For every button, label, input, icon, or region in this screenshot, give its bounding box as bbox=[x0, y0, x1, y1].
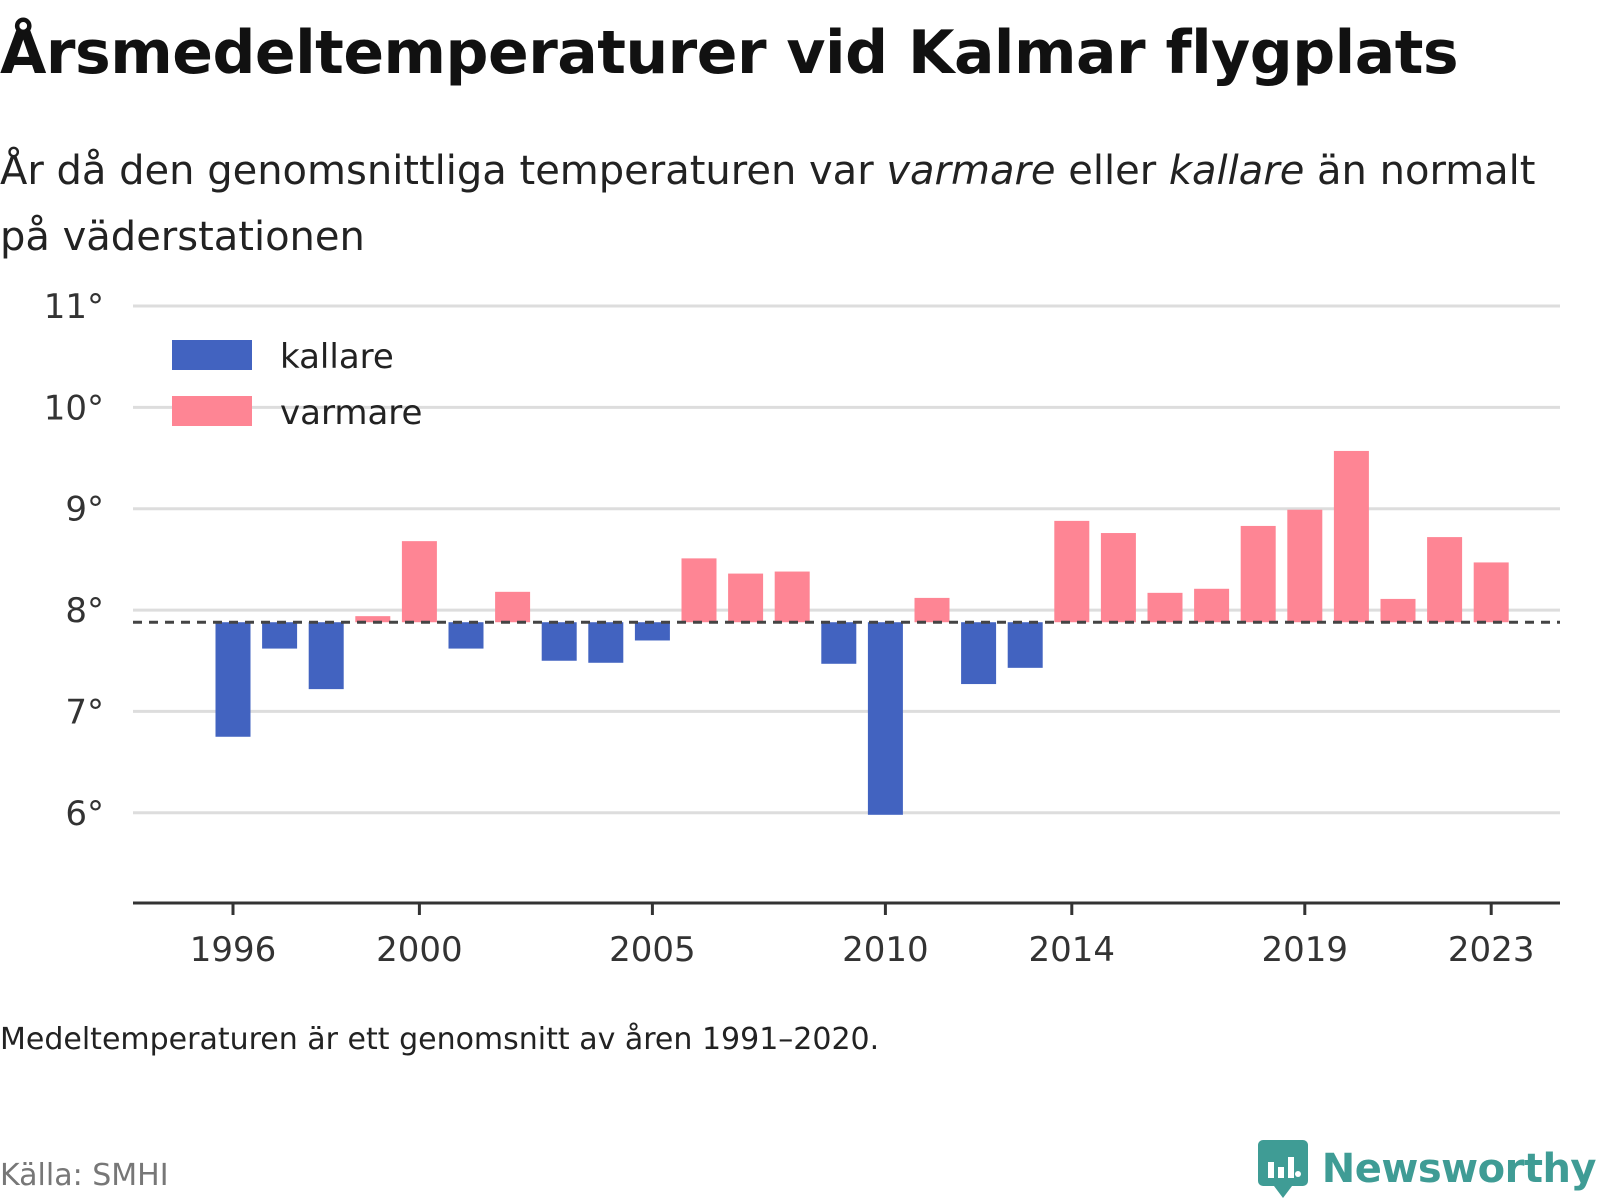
bar-2017 bbox=[1194, 588, 1230, 623]
x-tick-label: 2019 bbox=[1262, 930, 1349, 970]
x-tick-label: 2000 bbox=[376, 930, 463, 970]
x-tick-label: 1996 bbox=[190, 930, 277, 970]
bar-2010 bbox=[867, 622, 903, 815]
bar-2015 bbox=[1100, 533, 1136, 623]
bar-2003 bbox=[541, 622, 577, 661]
newsworthy-logo-icon bbox=[1257, 1140, 1308, 1198]
footnote: Medeltemperaturen är ett genomsnitt av å… bbox=[0, 1022, 880, 1057]
bar-1998 bbox=[308, 622, 344, 690]
bar-2007 bbox=[728, 573, 764, 623]
bar-2011 bbox=[914, 597, 950, 623]
bar-2019 bbox=[1287, 509, 1323, 623]
legend: kallare varmare bbox=[172, 337, 422, 433]
bar-2014 bbox=[1054, 520, 1090, 623]
x-tick-label: 2005 bbox=[609, 930, 696, 970]
subtitle-text-1: År då den genomsnittliga temperaturen va… bbox=[0, 148, 887, 194]
bar-2006 bbox=[681, 558, 717, 623]
bar-2013 bbox=[1007, 622, 1043, 668]
bar-2001 bbox=[448, 622, 484, 649]
bar-1997 bbox=[262, 622, 298, 649]
bar-2020 bbox=[1333, 450, 1369, 623]
subtitle-warmer: varmare bbox=[886, 148, 1056, 194]
bar-2009 bbox=[821, 622, 857, 664]
bar-2022 bbox=[1427, 537, 1463, 623]
legend-label-kallare: kallare bbox=[280, 337, 394, 377]
legend-swatch-kallare bbox=[172, 340, 252, 370]
bar-2008 bbox=[774, 571, 810, 623]
y-tick-label: 10° bbox=[44, 388, 104, 428]
y-tick-label: 11° bbox=[44, 287, 104, 327]
bar-2002 bbox=[495, 591, 531, 623]
bar-1999 bbox=[355, 616, 391, 623]
x-tick-label: 2023 bbox=[1448, 930, 1535, 970]
x-tick-label: 2010 bbox=[842, 930, 929, 970]
legend-label-varmare: varmare bbox=[280, 393, 422, 433]
y-tick-label: 9° bbox=[65, 490, 104, 530]
x-tick-label: 2014 bbox=[1029, 930, 1116, 970]
page-subtitle: År då den genomsnittliga temperaturen va… bbox=[0, 138, 1560, 270]
brand-name: Newsworthy bbox=[1321, 1146, 1597, 1192]
bar-2004 bbox=[588, 622, 624, 663]
bars bbox=[215, 450, 1509, 815]
y-tick-label: 7° bbox=[65, 692, 104, 732]
temperature-bar-chart: 6° 7° 8° 9° 10° 11° 1996 2000 2005 2010 2014 2019 2… bbox=[44, 287, 1560, 970]
bar-2005 bbox=[634, 622, 670, 641]
subtitle-colder: kallare bbox=[1168, 148, 1305, 194]
bar-2023 bbox=[1473, 562, 1509, 623]
page-title: Årsmedeltemperaturer vid Kalmar flygplat… bbox=[0, 18, 1459, 88]
bar-2018 bbox=[1240, 525, 1276, 623]
x-axis: 1996 2000 2005 2010 2014 2019 2023 bbox=[133, 901, 1560, 970]
y-axis-tick-labels: 6° 7° 8° 9° 10° 11° bbox=[44, 287, 104, 834]
subtitle-text-3: än normalt på väderstationen bbox=[0, 148, 1536, 260]
bar-2012 bbox=[961, 622, 997, 685]
subtitle-text-2: eller bbox=[1055, 148, 1169, 194]
source-credit: Källa: SMHI bbox=[0, 1158, 169, 1193]
brand-logo: Newsworthy bbox=[1257, 1140, 1597, 1198]
bar-2016 bbox=[1147, 592, 1183, 623]
y-tick-label: 6° bbox=[65, 794, 104, 834]
y-tick-label: 8° bbox=[65, 591, 104, 631]
bar-1996 bbox=[215, 622, 251, 737]
bar-2021 bbox=[1380, 598, 1416, 623]
bar-2000 bbox=[401, 541, 437, 623]
legend-swatch-varmare bbox=[172, 396, 252, 426]
